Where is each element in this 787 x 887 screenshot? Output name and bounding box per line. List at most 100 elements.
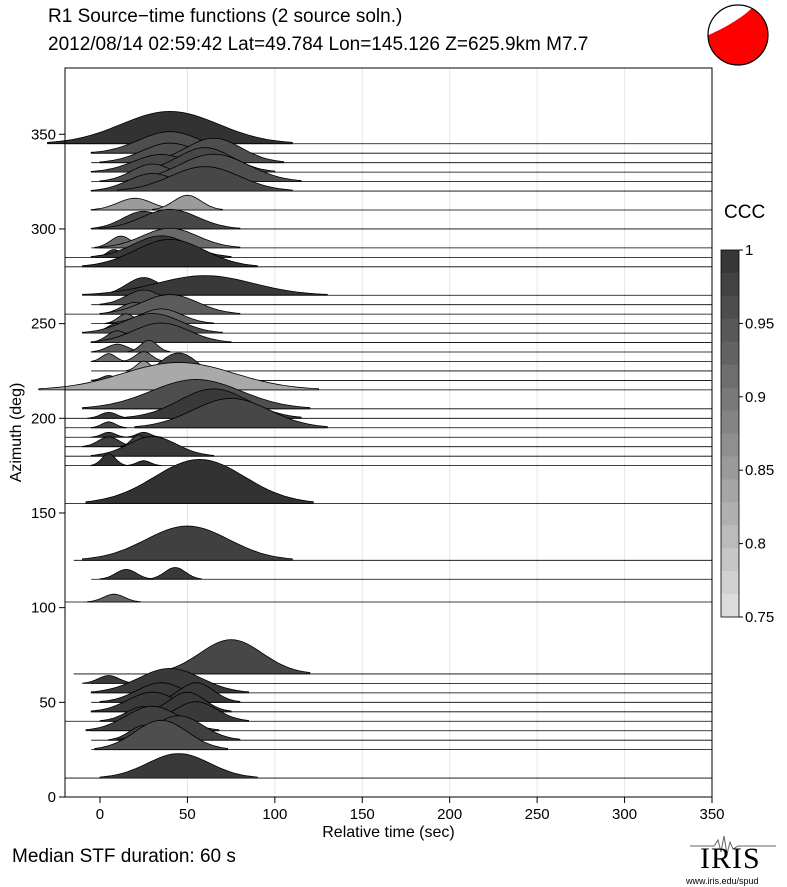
colorbar-tick-label: 0.75 bbox=[745, 609, 774, 626]
colorbar-swatch bbox=[721, 479, 739, 503]
stf-pulse bbox=[90, 421, 127, 429]
axes: 0 50 100 150 200 250 300 350 0 50 100 150 200 250 300 3… bbox=[31, 126, 725, 823]
stf-pulse bbox=[99, 208, 241, 230]
colorbar-swatch bbox=[721, 410, 739, 434]
colorbar-swatch bbox=[721, 571, 739, 595]
y-tick-label: 200 bbox=[31, 410, 56, 427]
stf-trace bbox=[73, 525, 712, 561]
x-tick-label: 50 bbox=[179, 806, 196, 823]
colorbar-swatch bbox=[721, 525, 739, 549]
median-duration-label: Median STF duration: 60 s bbox=[12, 846, 236, 867]
colorbar-swatch bbox=[721, 433, 739, 457]
stf-trace bbox=[90, 339, 712, 353]
x-tick-label: 350 bbox=[699, 806, 724, 823]
stf-pulse bbox=[85, 458, 314, 504]
seismogram-icon bbox=[690, 835, 776, 855]
stf-pulse bbox=[117, 166, 293, 192]
colorbar: 1 0.95 0.9 0.85 0.8 0.75 bbox=[720, 242, 774, 626]
stf-pulse bbox=[90, 353, 127, 362]
event-subtitle: 2012/08/14 02:59:42 Lat=49.784 Lon=145.1… bbox=[48, 34, 589, 55]
stf-pulse bbox=[90, 453, 127, 466]
stf-trace bbox=[65, 458, 712, 504]
colorbar-tick-label: 0.8 bbox=[745, 536, 766, 553]
colorbar-swatch bbox=[721, 250, 739, 274]
stf-trace bbox=[91, 719, 712, 751]
stf-trace bbox=[91, 567, 712, 580]
y-tick-label: 300 bbox=[31, 221, 56, 238]
stf-traces bbox=[38, 110, 712, 779]
colorbar-swatch bbox=[721, 318, 739, 343]
stf-pulse bbox=[152, 194, 223, 211]
stf-pulse bbox=[99, 753, 258, 779]
stf-pulse bbox=[38, 362, 319, 391]
x-axis-label: Relative time (sec) bbox=[322, 824, 454, 841]
colorbar-swatch bbox=[721, 502, 739, 526]
y-axis-label: Azimuth (deg) bbox=[8, 383, 25, 483]
x-tick-label: 250 bbox=[525, 806, 550, 823]
stf-trace bbox=[65, 431, 712, 438]
plot-frame bbox=[64, 67, 713, 798]
colorbar-tick-label: 0.9 bbox=[745, 389, 766, 406]
stf-trace bbox=[65, 238, 712, 268]
iris-logo-url: www.iris.edu/spud bbox=[686, 876, 759, 886]
stf-pulse bbox=[99, 294, 241, 315]
stf-pulse bbox=[87, 593, 141, 603]
y-tick-label: 0 bbox=[48, 789, 56, 806]
iris-logo-text: IRIS bbox=[700, 842, 761, 875]
colorbar-swatch bbox=[721, 272, 739, 297]
beachball-icon bbox=[707, 4, 769, 66]
colorbar-swatch bbox=[721, 594, 739, 618]
y-tick-label: 350 bbox=[31, 126, 56, 143]
stf-pulse bbox=[148, 567, 202, 580]
colorbar-swatch bbox=[721, 295, 739, 320]
beachball-outline bbox=[707, 4, 769, 66]
colorbar-tick-label: 0.85 bbox=[745, 462, 774, 479]
y-tick-label: 100 bbox=[31, 600, 56, 617]
colorbar-swatch bbox=[721, 341, 739, 366]
stf-pulse bbox=[99, 568, 153, 580]
colorbar-tick-label: 0.95 bbox=[745, 315, 774, 332]
colorbar-title: CCC bbox=[724, 202, 765, 223]
x-tick-label: 200 bbox=[437, 806, 462, 823]
stf-trace bbox=[65, 436, 712, 457]
stf-pulse bbox=[90, 322, 232, 343]
stf-pulse bbox=[90, 436, 214, 457]
stf-trace bbox=[82, 313, 712, 334]
stf-pulse bbox=[90, 667, 249, 694]
iris-logo[interactable]: IRIS www.iris.edu/spud bbox=[686, 832, 782, 886]
stf-pulse bbox=[82, 313, 223, 334]
stf-trace bbox=[65, 453, 712, 467]
y-tick-label: 250 bbox=[31, 316, 56, 333]
stf-pulse bbox=[82, 525, 293, 561]
x-tick-label: 100 bbox=[262, 806, 287, 823]
stf-trace bbox=[82, 275, 712, 296]
y-tick-label: 150 bbox=[31, 505, 56, 522]
x-tick-label: 0 bbox=[96, 806, 104, 823]
stf-pulse bbox=[47, 110, 293, 145]
stf-pulse bbox=[94, 719, 228, 751]
stf-trace bbox=[90, 166, 712, 192]
stf-pulse bbox=[125, 460, 162, 466]
colorbar-swatch bbox=[721, 387, 739, 412]
x-tick-label: 150 bbox=[350, 806, 375, 823]
stf-pulse bbox=[152, 639, 311, 675]
stf-trace bbox=[90, 194, 712, 211]
colorbar-tick-label: 1 bbox=[745, 242, 753, 259]
stf-trace bbox=[90, 208, 712, 230]
stf-pulse bbox=[134, 397, 328, 429]
stf-trace bbox=[65, 593, 712, 603]
colorbar-swatch bbox=[721, 456, 739, 480]
y-tick-label: 50 bbox=[39, 694, 56, 711]
stf-pulse bbox=[82, 275, 328, 296]
stf-pulse bbox=[122, 351, 166, 362]
colorbar-swatch bbox=[721, 548, 739, 572]
stf-pulse bbox=[82, 675, 136, 684]
stf-trace bbox=[65, 397, 712, 429]
stf-pulse bbox=[127, 339, 171, 353]
stf-pulse bbox=[87, 411, 131, 419]
colorbar-frame bbox=[720, 249, 740, 618]
stf-pulse bbox=[90, 431, 127, 438]
stf-trace bbox=[90, 322, 712, 343]
stf-trace bbox=[65, 753, 712, 779]
